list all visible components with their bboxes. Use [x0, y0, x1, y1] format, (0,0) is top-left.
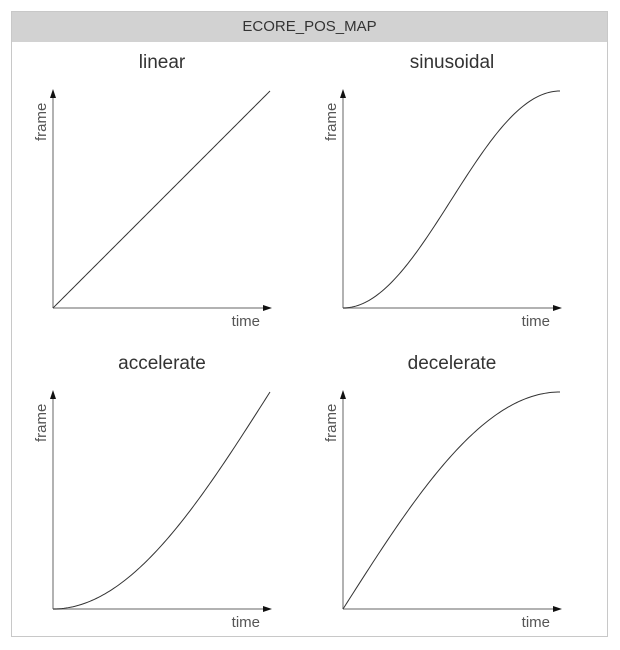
curve-accelerate	[52, 391, 271, 610]
y-axis-label: frame	[323, 103, 340, 141]
x-axis-label: time	[232, 614, 260, 631]
y-axis-arrow-icon	[340, 89, 346, 98]
y-axis-label: frame	[33, 404, 50, 442]
y-axis-label: frame	[33, 103, 50, 141]
header-title: ECORE_POS_MAP	[12, 12, 607, 42]
panel-title-sinusoidal: sinusoidal	[409, 52, 495, 73]
curve-decelerate	[342, 391, 561, 610]
panel-title-linear: linear	[138, 52, 186, 73]
curve-linear	[52, 90, 271, 309]
y-axis-label: frame	[323, 404, 340, 442]
x-axis-arrow-icon	[263, 305, 272, 311]
x-axis-arrow-icon	[553, 606, 562, 612]
y-axis-arrow-icon	[50, 89, 56, 98]
diagram-frame: ECORE_POS_MAP	[11, 11, 608, 637]
x-axis-label: time	[522, 313, 550, 330]
y-axis-arrow-icon	[340, 390, 346, 399]
panel-title-decelerate: decelerate	[407, 353, 497, 374]
x-axis-arrow-icon	[263, 606, 272, 612]
curve-sinusoidal	[342, 90, 561, 309]
panel-title-accelerate: accelerate	[118, 353, 206, 374]
x-axis-label: time	[232, 313, 260, 330]
x-axis-label: time	[522, 614, 550, 631]
x-axis-arrow-icon	[553, 305, 562, 311]
y-axis-arrow-icon	[50, 390, 56, 399]
